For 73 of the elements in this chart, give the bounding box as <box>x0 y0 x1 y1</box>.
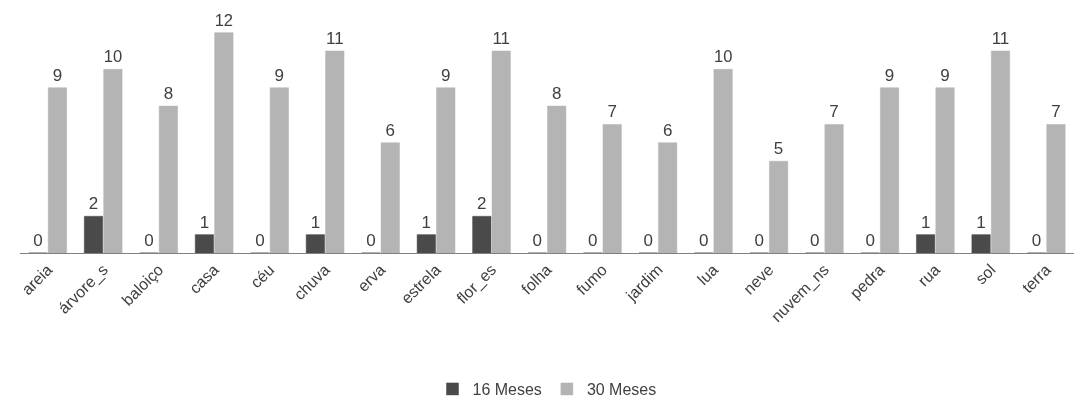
bar <box>436 87 456 253</box>
data-label: 1 <box>976 212 986 232</box>
bar <box>880 87 900 253</box>
data-label: 12 <box>214 10 234 30</box>
bar <box>305 234 325 253</box>
data-label: 0 <box>366 231 376 250</box>
data-label: 5 <box>773 139 784 159</box>
data-label: 0 <box>144 231 154 250</box>
data-label: 9 <box>940 65 950 85</box>
data-label: 9 <box>441 65 451 85</box>
data-label: 0 <box>532 231 543 250</box>
bar <box>602 124 622 253</box>
bar <box>824 124 844 253</box>
bar <box>103 69 123 253</box>
data-label: 6 <box>385 120 396 140</box>
x-tick-label: céu <box>247 260 278 292</box>
bar <box>47 87 67 253</box>
data-label: 1 <box>920 212 931 232</box>
bar <box>1046 124 1066 253</box>
data-label: 9 <box>884 65 895 85</box>
data-label: 7 <box>829 102 839 122</box>
data-label: 6 <box>662 120 673 140</box>
bar <box>269 87 289 253</box>
data-label: 1 <box>310 212 321 232</box>
data-label: 2 <box>88 194 99 214</box>
data-label: 0 <box>588 231 598 250</box>
data-label: 0 <box>643 231 653 250</box>
data-label: 0 <box>809 231 820 250</box>
x-tick-label: casa <box>186 260 223 297</box>
data-label: 7 <box>1051 102 1061 122</box>
bar <box>214 32 234 253</box>
data-label: 0 <box>754 231 764 250</box>
data-label: 11 <box>492 28 511 48</box>
data-label: 11 <box>991 28 1010 48</box>
data-label: 0 <box>255 231 265 250</box>
bar <box>971 234 991 253</box>
bar <box>380 142 400 253</box>
data-label: 2 <box>477 194 487 214</box>
bar <box>491 50 511 253</box>
bar <box>658 142 678 253</box>
data-label: 0 <box>1031 231 1042 250</box>
data-label: 1 <box>421 212 432 232</box>
data-label: 1 <box>199 212 210 232</box>
x-tick-label: lua <box>694 260 722 289</box>
data-label: 10 <box>103 47 123 67</box>
x-tick-label: terra <box>1018 260 1055 297</box>
data-label: 7 <box>607 102 617 122</box>
data-label: 8 <box>163 84 174 104</box>
bar <box>991 50 1010 253</box>
bar <box>713 69 733 253</box>
legend-label: 16 Meses <box>472 381 542 399</box>
x-tick-label: rua <box>914 260 944 290</box>
data-label: 9 <box>52 65 63 85</box>
data-label: 0 <box>698 231 709 250</box>
bar <box>472 216 492 253</box>
data-label: 10 <box>713 47 733 67</box>
x-tick-label: sol <box>972 260 999 288</box>
bar <box>325 50 345 253</box>
bar <box>158 105 178 253</box>
bar <box>935 87 955 253</box>
bar <box>416 234 436 253</box>
bar <box>547 105 567 253</box>
bar <box>916 234 936 253</box>
bar <box>194 234 214 253</box>
data-label: 9 <box>274 65 285 85</box>
data-label: 8 <box>551 84 562 104</box>
data-label: 11 <box>325 28 344 48</box>
data-label: 0 <box>33 231 43 250</box>
bar <box>769 160 789 253</box>
data-label: 0 <box>865 231 875 250</box>
x-tick-label: erva <box>354 260 389 295</box>
legend-label: 30 Meses <box>586 381 657 399</box>
bar <box>84 216 103 253</box>
